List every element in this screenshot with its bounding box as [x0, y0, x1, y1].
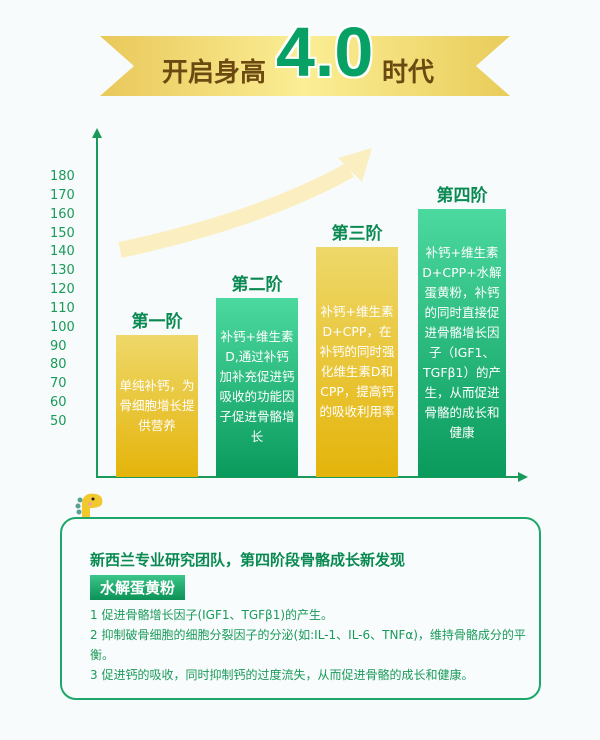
bar-label: 第四阶	[436, 186, 488, 207]
bar-4: 补钙+维生素D+CPP+水解蛋黄粉，补钙的同时直接促进骨骼增长因子（IGF1、T…	[418, 209, 506, 477]
y-tick-label: 50	[50, 414, 67, 429]
list-item: 1 促进骨骼增长因子(IGF1、TGFβ1)的产生。	[90, 608, 334, 622]
banner-prefix: 开启身高	[162, 58, 267, 88]
bar-2: 补钙+维生素D,通过补钙加补充促进钙吸收的功能因子促进骨骼增长	[216, 297, 298, 477]
y-tick-label: 110	[50, 300, 75, 316]
dinosaur-mascot-icon	[75, 493, 103, 520]
chart-axes	[92, 128, 528, 482]
y-tick-label: 170	[50, 187, 75, 203]
bar-chart: 180 170 160 150 140 130 120 110 100 90 80 70 60 50 单纯…	[50, 128, 528, 482]
title-banner: 开启身高 4.0 时代	[100, 13, 510, 96]
y-tick-label: 150	[50, 225, 75, 241]
info-card: 新西兰专业研究团队，第四阶段骨骼成长新发现 水解蛋黄粉 1 促进骨骼增长因子(I…	[60, 517, 541, 700]
ribbon-shape	[100, 36, 510, 96]
banner-suffix: 时代	[382, 58, 435, 88]
y-tick-label: 80	[50, 357, 67, 373]
growth-arrow-head	[338, 148, 372, 182]
card-title: 新西兰专业研究团队，第四阶段骨骼成长新发现	[90, 551, 406, 569]
y-tick-label: 120	[50, 282, 75, 298]
y-tick-label: 100	[50, 319, 75, 335]
growth-arrow	[118, 163, 354, 258]
card-tag: 水解蛋黄粉	[90, 575, 186, 600]
bar-label: 第二阶	[231, 274, 283, 295]
list-item: 3 促进钙的吸收，同时抑制钙的过度流失，从而促进骨骼的成长和健康。	[90, 668, 474, 682]
card-list: 1 促进骨骼增长因子(IGF1、TGFβ1)的产生。 2 抑制破骨细胞的细胞分裂…	[90, 605, 530, 685]
y-tick-label: 70	[50, 376, 67, 392]
banner-number: 4.0	[276, 13, 374, 91]
y-tick-label: 130	[50, 263, 75, 279]
y-tick-label: 60	[50, 395, 67, 411]
list-item: 2 抑制破骨细胞的细胞分裂因子的分泌(如:IL-1、IL-6、TNFα)，维持骨…	[90, 628, 526, 662]
y-axis-arrow	[92, 128, 102, 138]
y-tick-label: 140	[50, 244, 75, 260]
bar-label: 第一阶	[131, 312, 183, 333]
bar-label: 第三阶	[331, 223, 383, 244]
y-tick-label: 160	[50, 206, 75, 222]
bar-3: 补钙+维生素D+CPP，在补钙的同时强化维生素D和CPP，提高钙的吸收利用率	[316, 246, 398, 477]
y-tick-label: 180	[50, 169, 75, 184]
y-tick-label: 90	[50, 338, 67, 354]
x-axis-arrow	[518, 472, 528, 482]
bar-1: 单纯补钙，为骨细胞增长提供营养	[116, 335, 198, 477]
